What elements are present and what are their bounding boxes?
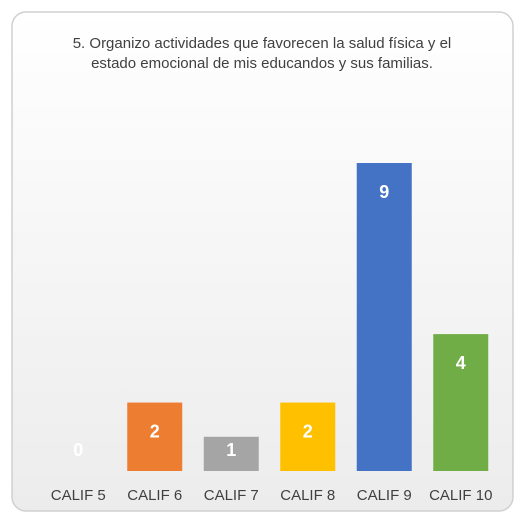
data-label: 0 (73, 440, 83, 460)
x-tick-label: CALIF 6 (127, 487, 182, 504)
data-label: 2 (303, 421, 313, 441)
data-label: 2 (150, 421, 160, 441)
x-tick-label: CALIF 9 (357, 487, 412, 504)
bar (280, 402, 336, 471)
bar (203, 436, 259, 471)
bar (433, 334, 489, 471)
x-tick-label: CALIF 10 (429, 487, 492, 504)
x-tick-label: CALIF 8 (280, 487, 335, 504)
data-label: 1 (226, 440, 236, 460)
chart-title: 5. Organizo actividades que favorecen la… (72, 35, 452, 72)
x-tick-label: CALIF 7 (204, 487, 259, 504)
bar (356, 163, 412, 471)
data-label: 9 (379, 182, 389, 202)
bar (127, 402, 183, 471)
data-label: 4 (456, 353, 466, 373)
x-tick-label: CALIF 5 (51, 487, 106, 504)
